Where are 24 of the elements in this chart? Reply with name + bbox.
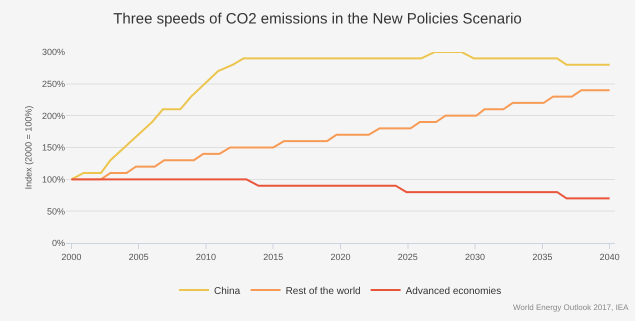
y-axis-title: Index (2000 = 100%) — [23, 106, 34, 190]
line-series — [70, 178, 611, 200]
line-series — [70, 52, 611, 180]
x-tick-label: 2030 — [465, 252, 486, 262]
y-tick-label: 0% — [52, 238, 65, 248]
legend-label: Advanced economies — [406, 286, 502, 297]
x-tick-label: 2035 — [532, 252, 552, 262]
y-tick-label: 250% — [42, 78, 65, 89]
x-tick-label: 2000 — [61, 252, 82, 262]
legend-label: China — [214, 286, 241, 297]
y-tick-label: 300% — [42, 47, 65, 58]
text: World Energy Outlook 2017, IEA — [513, 303, 630, 312]
y-tick-label: 100% — [42, 174, 65, 184]
x-tick-label: 2040 — [600, 252, 620, 262]
legend-label: Rest of the world — [286, 286, 361, 297]
x-tick-label: 2005 — [128, 252, 149, 262]
x-tick-label: 2010 — [196, 252, 216, 262]
y-tick-label: 200% — [42, 110, 65, 121]
x-tick-label: 2025 — [398, 252, 418, 262]
y-tick-label: 150% — [42, 142, 65, 153]
chart-title: Three speeds of CO2 emissions in the New Policies Scenario — [113, 10, 522, 28]
y-tick-label: 50% — [46, 206, 65, 216]
x-tick-label: 2015 — [263, 252, 284, 262]
x-tick-label: 2020 — [330, 252, 351, 262]
